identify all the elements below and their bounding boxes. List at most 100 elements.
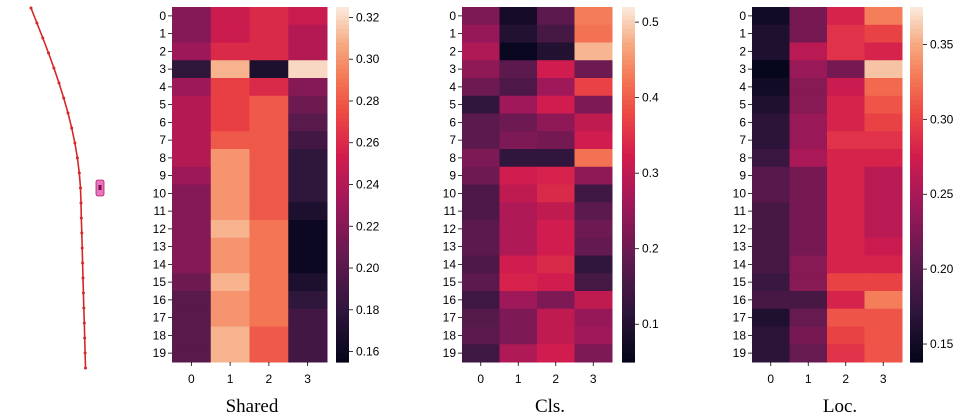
colorbar-segment [336, 51, 349, 57]
colorbar-segment [622, 7, 635, 13]
colorbar-segment [336, 126, 349, 132]
colorbar-segment [910, 295, 923, 301]
colorbar-segment [336, 153, 349, 159]
colorbar-segment [622, 95, 635, 101]
colorbar-segment [622, 55, 635, 61]
colorbar-segment [336, 135, 349, 141]
colorbar-segment [622, 220, 635, 226]
heatmap-cell-r18-c2 [537, 326, 575, 345]
colorbar-segment [336, 282, 349, 288]
heatmap-cell-r12-c3 [574, 220, 613, 239]
colorbar-segment [910, 153, 923, 159]
trajectory-point [57, 81, 61, 85]
colorbar-segment [336, 259, 349, 265]
heatmap-cell-r5-c0 [462, 95, 500, 114]
heatmap-cell-r12-c0 [462, 220, 500, 239]
heatmap-cell-r13-c2 [537, 237, 575, 256]
colorbar-segment [622, 291, 635, 297]
colorbar-segment [336, 157, 349, 163]
y-tick-label: 18 [443, 328, 457, 342]
colorbar-segment [622, 197, 635, 203]
trajectory-panel [29, 6, 105, 370]
heatmap-cell-r13-c1 [210, 237, 250, 256]
colorbar-segment [336, 188, 349, 194]
heatmap-cell-r8-c0 [752, 149, 790, 168]
colorbar-segment [622, 255, 635, 261]
heatmap-cell-r17-c2 [827, 308, 865, 327]
y-tick-label: 13 [153, 240, 167, 254]
trajectory-line [30, 7, 87, 369]
colorbar-segment [910, 313, 923, 319]
y-tick-label: 16 [443, 293, 457, 307]
heatmap-cell-r14-c3 [288, 255, 328, 274]
y-tick-label: 11 [444, 204, 457, 218]
heatmap-cell-r9-c0 [462, 166, 500, 185]
colorbar-segment [910, 348, 923, 354]
colorbar-segment [910, 215, 923, 221]
colorbar-segment [622, 330, 635, 336]
heatmap-cell-r18-c0 [752, 326, 790, 345]
colorbar-segment [622, 15, 635, 21]
colorbar-segment [910, 69, 923, 75]
x-tick-label: 1 [227, 372, 234, 386]
colorbar-tick-label: 0.30 [356, 52, 380, 66]
y-tick-label: 5 [159, 98, 166, 112]
heatmap-cell-r9-c0 [172, 166, 212, 185]
heatmap-cell-r4-c3 [288, 78, 328, 97]
heatmap-cell-r3-c1 [499, 60, 538, 79]
heatmap-cell-r19-c0 [462, 344, 500, 363]
heatmap-cell-r8-c0 [462, 149, 500, 168]
heatmap-cell-r6-c0 [172, 113, 212, 132]
heatmap-cell-r10-c1 [499, 184, 538, 203]
y-tick-label: 17 [733, 311, 747, 325]
heatmap-cell-r8-c2 [827, 149, 865, 168]
heatmap-cell-r7-c1 [499, 131, 538, 150]
colorbar [622, 7, 635, 363]
colorbar-tick-label: 0.35 [930, 37, 954, 51]
colorbar-segment [622, 215, 635, 221]
colorbar-segment [910, 326, 923, 332]
y-tick-label: 8 [739, 151, 746, 165]
colorbar-segment [910, 135, 923, 141]
heatmap-cell-r19-c0 [172, 344, 212, 363]
colorbar-segment [910, 109, 923, 115]
heatmap-cell-r7-c0 [462, 131, 500, 150]
colorbar-segment [622, 20, 635, 26]
heatmap-cell-r12-c2 [827, 220, 865, 239]
heatmap-cell-r4-c2 [827, 78, 865, 97]
heatmap-cell-r4-c3 [574, 78, 613, 97]
colorbar-segment [910, 335, 923, 341]
y-tick-label: 14 [733, 257, 747, 271]
y-tick-label: 15 [733, 275, 747, 289]
colorbar-segment [622, 322, 635, 328]
heatmap-cell-r12-c3 [288, 220, 328, 239]
colorbar-segment [622, 233, 635, 239]
heatmap-cell-r10-c2 [537, 184, 575, 203]
colorbar-segment [622, 326, 635, 332]
heatmap-cell-r7-c3 [574, 131, 613, 150]
colorbar-tick-label: 0.32 [356, 10, 380, 24]
colorbar-segment [336, 73, 349, 79]
colorbar-segment [622, 100, 635, 106]
colorbar-segment [622, 246, 635, 252]
colorbar-segment [336, 224, 349, 230]
y-tick-label: 19 [733, 346, 747, 360]
colorbar-tick-label: 0.18 [356, 303, 380, 317]
colorbar-segment [622, 51, 635, 57]
colorbar-segment [622, 149, 635, 155]
colorbar-segment [910, 42, 923, 48]
y-tick-label: 5 [739, 98, 746, 112]
heatmap-cell-r18-c1 [499, 326, 538, 345]
heatmap-cell-r6-c3 [574, 113, 613, 132]
colorbar-segment [910, 166, 923, 172]
y-tick-label: 3 [159, 62, 166, 76]
y-tick-label: 16 [733, 293, 747, 307]
trajectory-point [75, 156, 79, 160]
heatmap-cell-r19-c1 [789, 344, 828, 363]
colorbar-segment [336, 162, 349, 168]
colorbar-segment [336, 299, 349, 305]
colorbar-segment [622, 109, 635, 115]
heatmap-cell-r18-c0 [462, 326, 500, 345]
colorbar-segment [910, 51, 923, 57]
